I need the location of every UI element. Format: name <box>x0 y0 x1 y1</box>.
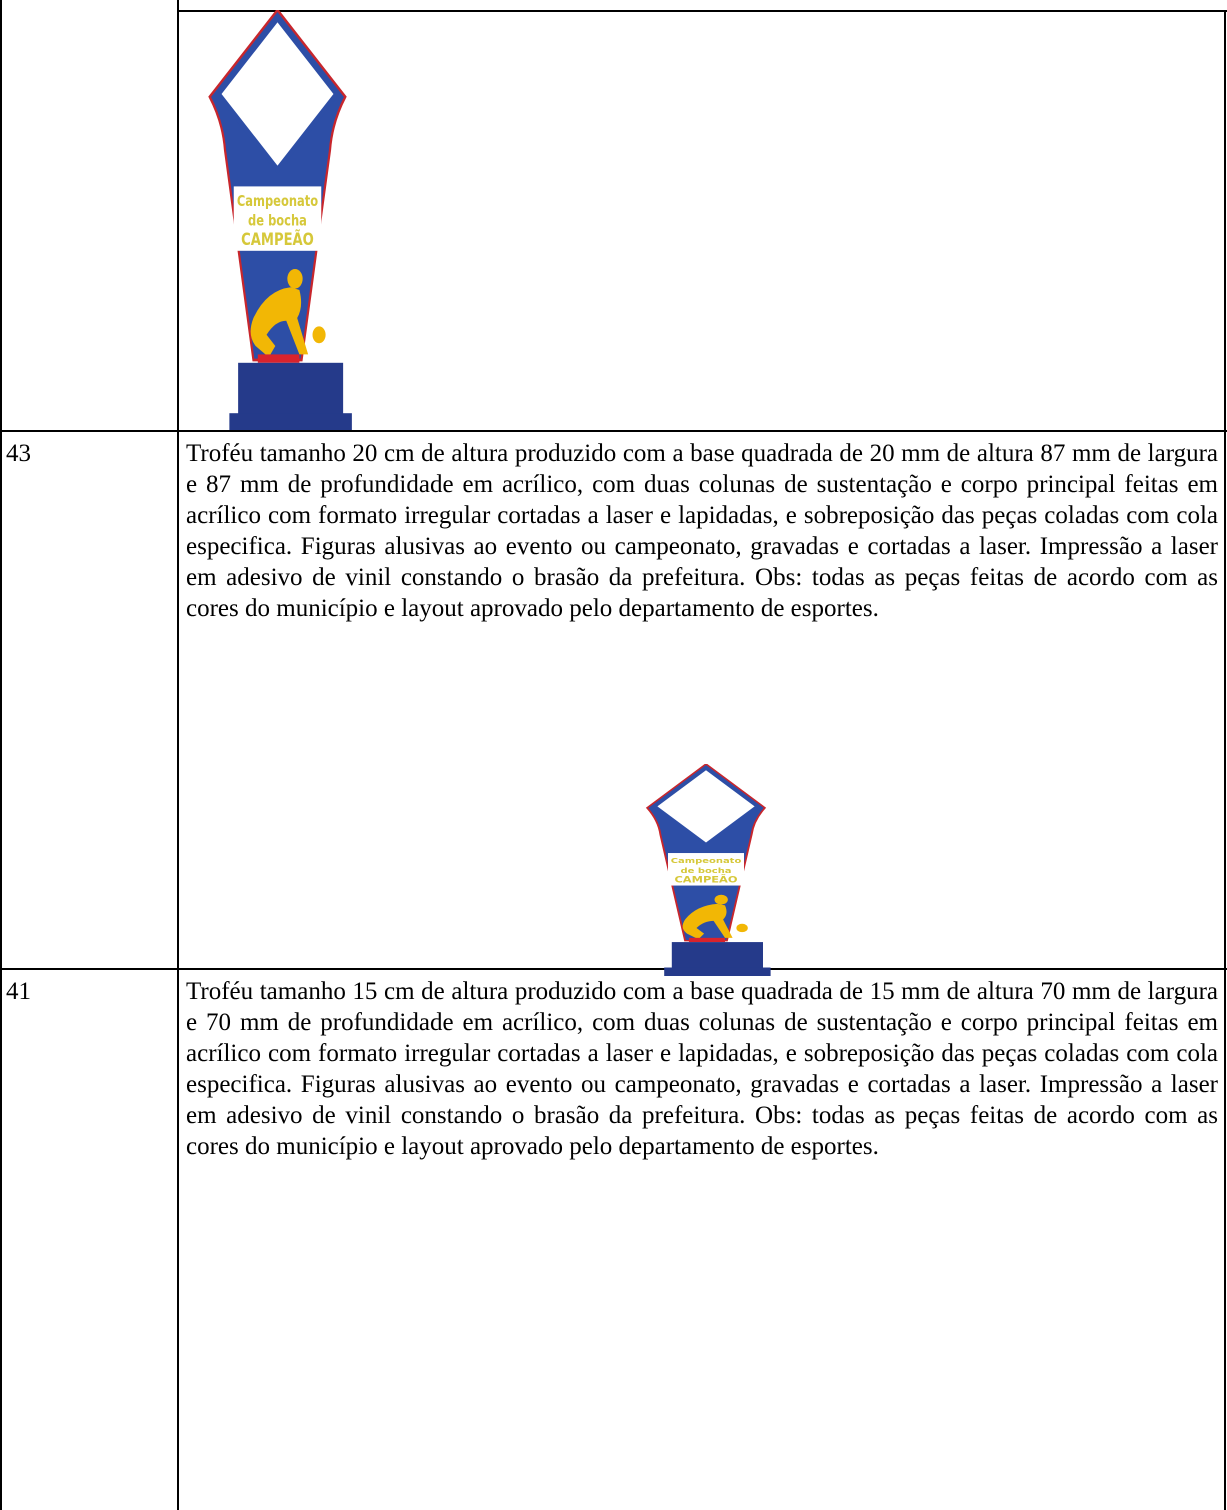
row-description: Troféu tamanho 20 cm de altura produzido… <box>186 440 1218 622</box>
figure-head <box>287 269 303 289</box>
trophy-text: Campeonato <box>671 857 742 865</box>
figure-body <box>250 287 309 358</box>
table-border <box>0 0 2 1510</box>
row-number: 41 <box>6 978 31 1005</box>
trophy-base <box>671 942 763 969</box>
table-border <box>177 0 179 1510</box>
figure-body <box>682 903 733 940</box>
trophy-plinth <box>229 413 352 430</box>
trophy-text: CAMPEÃO <box>674 874 738 885</box>
row-number: 43 <box>6 440 31 467</box>
trophy-label <box>668 853 744 886</box>
trophy-plinth <box>664 967 771 976</box>
table-border <box>0 968 1227 970</box>
trophy-strip <box>688 937 725 943</box>
trophy-text: de bocha <box>248 213 307 230</box>
table-border <box>1224 10 1226 1510</box>
trophy-diamond <box>652 766 760 847</box>
table-border <box>0 430 1227 432</box>
row-description: Troféu tamanho 15 cm de altura produzido… <box>186 978 1218 1160</box>
trophy-base <box>238 362 344 416</box>
trophy-strip <box>257 354 300 363</box>
figure-ball <box>312 326 326 344</box>
trophy-text: de bocha <box>680 867 731 875</box>
table-border <box>178 10 1227 12</box>
figure-ball <box>736 923 748 933</box>
trophy-label <box>233 186 322 251</box>
trophy-text: CAMPEÃO <box>241 228 314 249</box>
figure-head <box>714 894 728 905</box>
trophy-diamond <box>215 14 340 174</box>
trophy-text: Campeonato <box>237 194 318 211</box>
